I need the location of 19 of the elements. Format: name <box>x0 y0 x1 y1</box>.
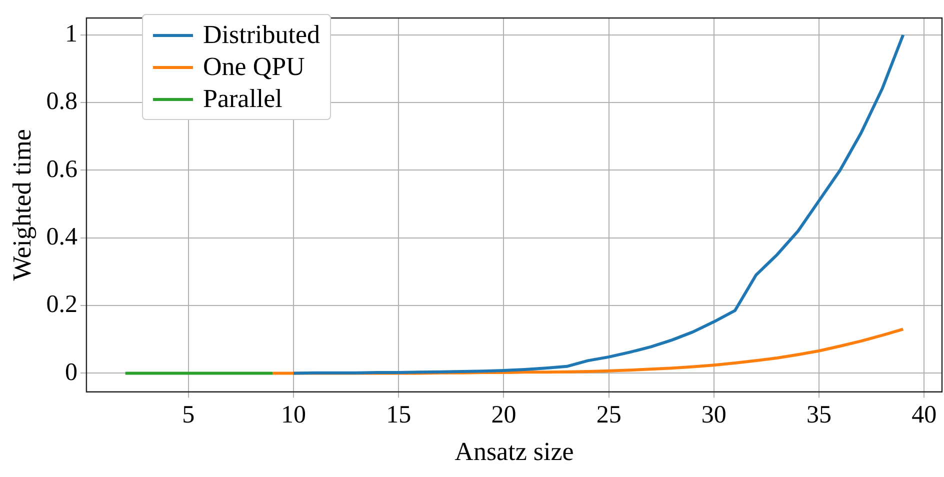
y-tick-label: 0.6 <box>46 156 78 183</box>
y-tick-label: 0 <box>64 358 78 386</box>
x-tick-label: 20 <box>491 401 516 428</box>
y-tick-label: 1 <box>64 20 78 48</box>
x-tick-label: 30 <box>701 401 726 428</box>
x-tick-label: 40 <box>912 401 937 428</box>
x-tick-label: 5 <box>182 401 195 428</box>
legend-label: One QPU <box>203 51 305 83</box>
y-axis-title: Weighted time <box>7 129 36 281</box>
y-tick-label: 0.4 <box>46 223 78 250</box>
x-tick-label: 10 <box>281 401 306 428</box>
x-tick-label: 25 <box>596 401 622 428</box>
x-tick-label: 15 <box>386 401 412 428</box>
legend-label: Parallel <box>203 83 282 115</box>
y-tick-label: 0.2 <box>46 291 78 318</box>
x-axis-title: Ansatz size <box>454 437 574 466</box>
x-tick-label: 35 <box>806 401 832 428</box>
legend-label: Distributed <box>203 19 320 51</box>
y-tick-label: 0.8 <box>46 88 78 116</box>
